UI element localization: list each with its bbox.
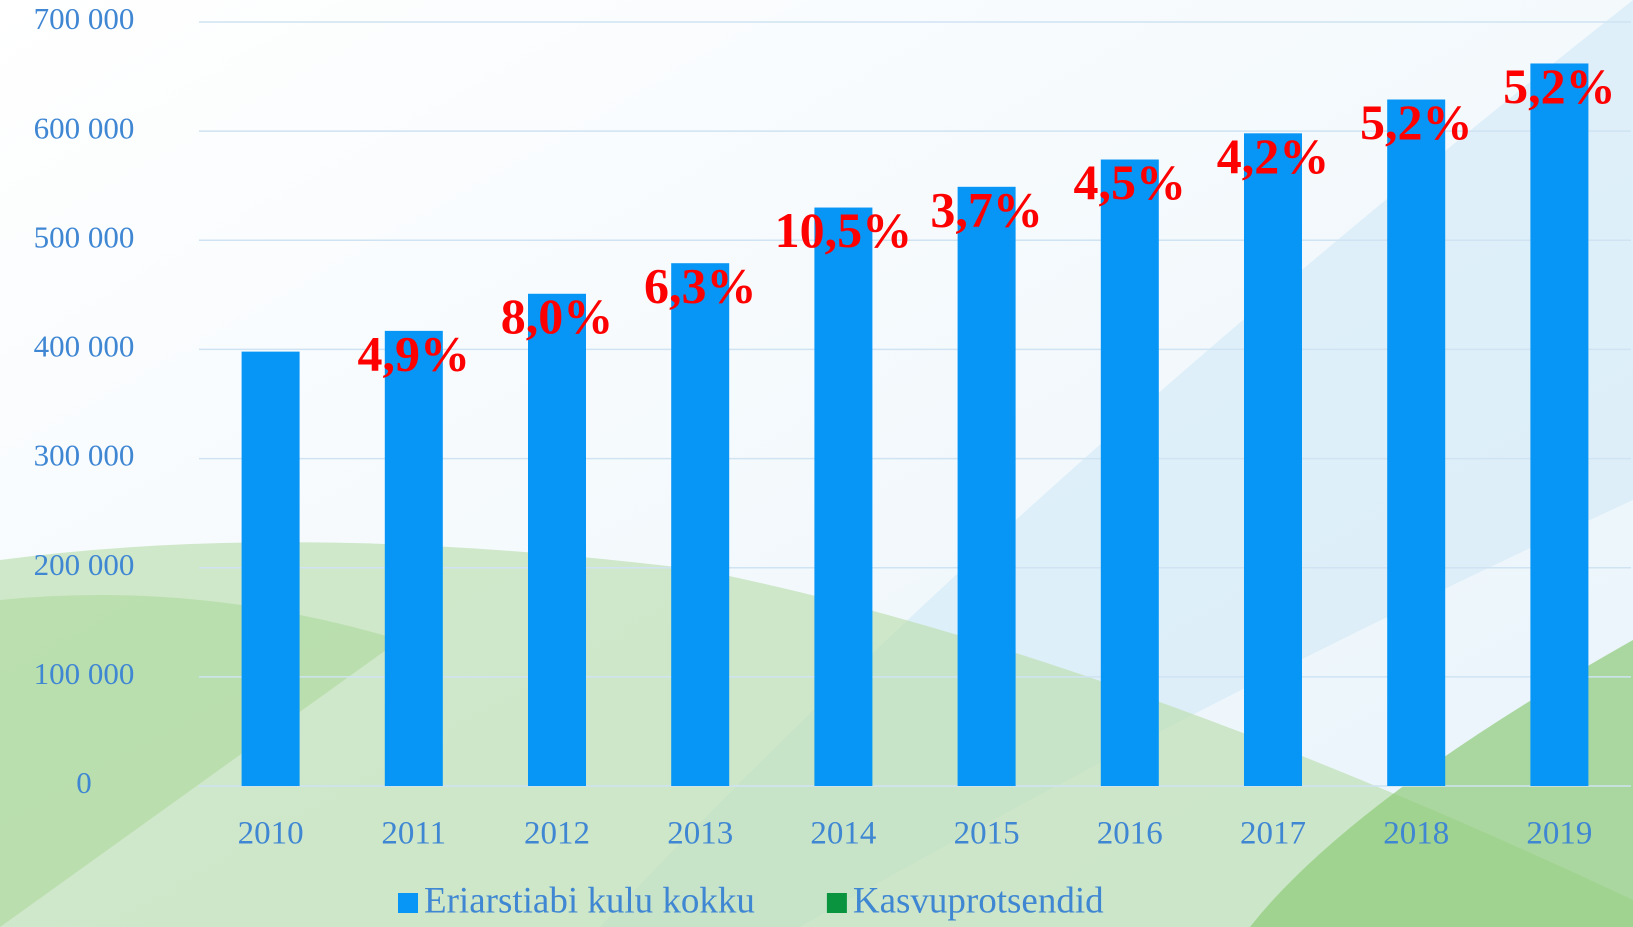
x-tick-label: 2013 bbox=[667, 816, 733, 852]
y-tick-label: 100 000 bbox=[34, 656, 135, 691]
data-label: 5,2% bbox=[1360, 94, 1473, 150]
y-tick-label: 0 bbox=[76, 765, 92, 800]
data-label: 6,3% bbox=[644, 258, 757, 314]
bar bbox=[528, 294, 586, 786]
y-tick-label: 500 000 bbox=[34, 219, 135, 254]
y-tick-label: 700 000 bbox=[34, 1, 135, 36]
x-tick-label: 2010 bbox=[238, 816, 304, 852]
legend-swatch bbox=[827, 893, 847, 913]
bar bbox=[242, 352, 300, 786]
y-tick-label: 300 000 bbox=[34, 438, 135, 473]
y-tick-label: 200 000 bbox=[34, 547, 135, 582]
x-tick-label: 2016 bbox=[1097, 816, 1163, 852]
data-label: 4,9% bbox=[358, 325, 471, 381]
data-label: 4,5% bbox=[1074, 154, 1187, 210]
data-label: 4,2% bbox=[1217, 128, 1330, 184]
x-tick-label: 2015 bbox=[954, 816, 1020, 852]
bar bbox=[1387, 99, 1445, 786]
x-tick-label: 2014 bbox=[810, 816, 876, 852]
legend-swatch bbox=[398, 893, 418, 913]
y-tick-label: 600 000 bbox=[34, 110, 135, 145]
x-tick-label: 2017 bbox=[1240, 816, 1306, 852]
bar bbox=[814, 208, 872, 786]
bar bbox=[1530, 63, 1588, 786]
bar bbox=[385, 331, 443, 786]
bar bbox=[958, 187, 1016, 786]
bar bbox=[671, 263, 729, 786]
bar bbox=[1244, 133, 1302, 786]
data-label: 3,7% bbox=[930, 181, 1043, 237]
x-tick-label: 2018 bbox=[1383, 816, 1449, 852]
legend-label: Kasvuprotsendid bbox=[853, 880, 1104, 921]
bar bbox=[1101, 160, 1159, 786]
data-label: 10,5% bbox=[775, 202, 913, 258]
x-tick-label: 2019 bbox=[1526, 816, 1592, 852]
data-label: 8,0% bbox=[501, 288, 614, 344]
chart: 0 100 000 200 000 300 000 400 000 500 000 600 … bbox=[0, 0, 1633, 927]
data-label: 5,2% bbox=[1503, 58, 1616, 114]
y-tick-label: 400 000 bbox=[34, 329, 135, 364]
legend-label: Eriarstiabi kulu kokku bbox=[424, 880, 755, 921]
x-tick-label: 2012 bbox=[524, 816, 590, 852]
x-tick-label: 2011 bbox=[381, 816, 446, 852]
